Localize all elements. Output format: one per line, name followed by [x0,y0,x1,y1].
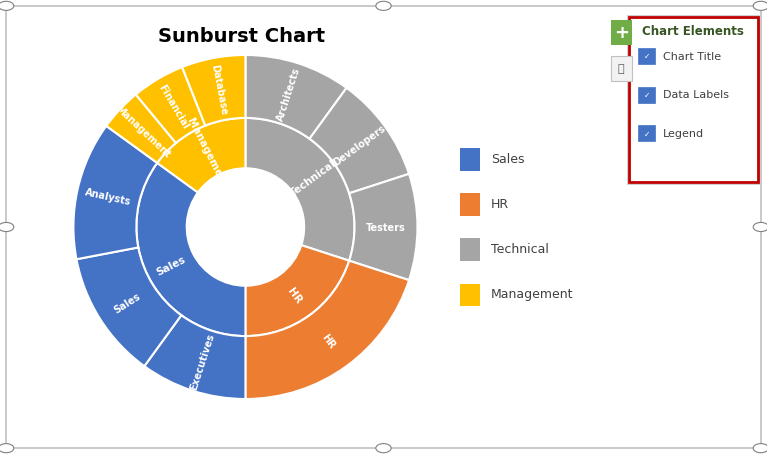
Text: HR: HR [491,198,509,211]
Text: 🖌: 🖌 [618,64,624,74]
Wedge shape [144,316,245,399]
Text: Financial: Financial [157,83,191,131]
Wedge shape [136,68,206,144]
Text: Chart Title: Chart Title [663,51,721,61]
Wedge shape [245,56,347,139]
Wedge shape [77,248,181,366]
Text: +: + [614,24,629,42]
Text: ✓: ✓ [644,91,650,100]
Text: Sales: Sales [491,153,525,166]
Text: Data Labels: Data Labels [663,90,729,100]
Text: Chart Elements: Chart Elements [643,25,744,37]
Text: Executives: Executives [188,331,216,390]
Wedge shape [349,174,417,281]
Text: Sales: Sales [112,291,142,315]
Text: Database: Database [209,64,229,116]
Text: Architects: Architects [275,66,302,122]
FancyBboxPatch shape [460,149,480,172]
Wedge shape [245,261,409,399]
Wedge shape [182,56,245,126]
Wedge shape [310,89,409,194]
Text: Management: Management [114,103,173,160]
Wedge shape [245,119,354,261]
Text: Technical: Technical [288,158,338,198]
Wedge shape [74,126,157,260]
Text: HR: HR [286,286,304,305]
Wedge shape [137,163,245,336]
Wedge shape [157,119,245,193]
FancyBboxPatch shape [460,239,480,262]
Text: Legend: Legend [663,129,704,139]
FancyBboxPatch shape [460,284,480,306]
Text: Analysts: Analysts [84,187,133,207]
Text: Sunburst Chart: Sunburst Chart [158,27,325,46]
Text: Management: Management [186,116,229,189]
Text: Developers: Developers [331,123,387,167]
Text: Management: Management [491,288,574,301]
Wedge shape [107,95,176,163]
Text: ✓: ✓ [644,129,650,138]
Text: Sales: Sales [154,254,187,277]
FancyBboxPatch shape [460,194,480,217]
Text: Testers: Testers [366,222,406,233]
Text: HR: HR [319,332,337,350]
Wedge shape [245,246,349,336]
Text: ✓: ✓ [644,52,650,61]
Text: Technical: Technical [491,243,548,256]
